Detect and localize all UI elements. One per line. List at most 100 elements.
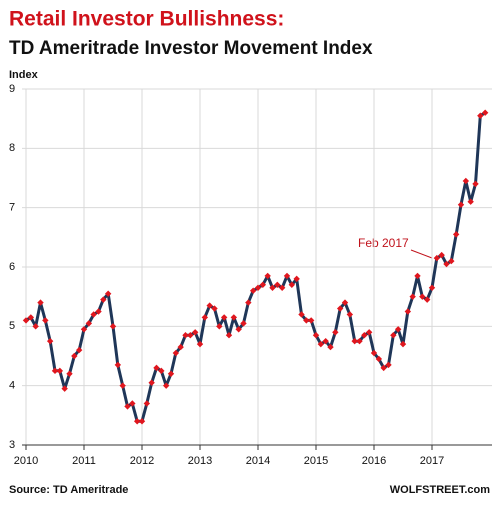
marker [448,257,455,265]
marker [409,293,416,300]
marker [177,343,184,351]
chart-title: Retail Investor Bullishness: [9,8,284,31]
marker [336,305,344,312]
marker [332,329,339,336]
marker [288,281,296,288]
x-tick-label: 2017 [420,455,444,467]
marker [37,299,44,306]
marker [375,355,383,363]
marker [206,302,213,309]
marker [220,314,228,321]
marker [283,272,291,280]
marker [394,326,402,333]
marker [399,340,407,348]
marker [370,349,378,357]
x-tick-label: 2011 [72,455,96,467]
marker [109,323,117,330]
marker [259,281,267,288]
marker [317,340,325,348]
marker [380,364,387,372]
marker [274,281,281,288]
marker [443,260,450,268]
marker [158,367,165,375]
marker [42,317,49,324]
marker [419,293,426,300]
marker [71,352,78,360]
marker [423,296,431,303]
marker [428,284,436,291]
marker [80,326,88,333]
marker [414,272,421,280]
marker [75,346,83,354]
marker [327,343,334,351]
marker [129,400,136,407]
marker [95,308,102,315]
marker [245,299,252,306]
marker [27,314,35,321]
marker [172,349,180,357]
source: Source: TD Ameritrade [9,484,128,496]
x-tick-label: 2015 [304,455,328,467]
marker [351,337,358,345]
marker [278,284,286,291]
marker [385,361,392,369]
marker [341,299,349,306]
marker [235,326,242,333]
marker [293,275,300,283]
marker [119,382,126,389]
marker [32,323,39,330]
marker [143,400,151,407]
marker [46,337,54,345]
y-tick-label: 8 [9,142,15,154]
marker [51,367,59,375]
y-tick-label: 6 [9,261,15,273]
marker [346,311,354,318]
marker [216,323,223,330]
marker [472,180,479,188]
marker [85,320,93,327]
marker [452,231,460,238]
marker [104,290,112,297]
marker [433,254,441,262]
chart-subtitle: TD Ameritrade Investor Movement Index [9,38,373,59]
marker [312,332,320,339]
marker [56,367,64,375]
x-tick-label: 2012 [130,455,154,467]
y-tick-label: 4 [9,380,15,392]
y-tick-label: 7 [9,202,15,214]
marker [269,284,276,291]
marker [356,337,363,345]
marker [249,287,257,294]
marker [182,332,189,339]
marker [462,177,470,185]
marker [254,284,262,291]
x-tick-label: 2014 [246,455,270,467]
y-tick-label: 3 [9,439,15,451]
x-tick-label: 2013 [188,455,212,467]
marker [457,201,465,208]
marker [467,198,474,205]
marker [481,109,489,116]
marker [230,314,238,321]
marker [438,251,445,259]
marker [167,370,175,377]
marker [138,418,146,425]
marker [303,317,310,324]
x-tick-label: 2016 [362,455,386,467]
annotation: Feb 2017 [358,236,409,250]
marker [201,314,209,321]
marker [148,379,155,386]
y-tick-label: 5 [9,320,15,332]
marker [322,337,329,345]
marker [153,364,160,372]
marker [114,361,122,369]
marker [196,340,204,348]
marker [66,370,73,377]
marker [225,332,233,339]
marker [22,317,30,324]
y-axis-label: Index [9,69,39,81]
x-tick-label: 2010 [14,455,38,467]
marker [133,418,141,425]
marker [124,403,131,410]
